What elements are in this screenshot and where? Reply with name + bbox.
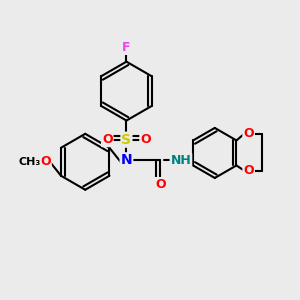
Text: O: O xyxy=(155,178,166,191)
Text: O: O xyxy=(243,164,254,177)
Text: N: N xyxy=(121,153,132,167)
Text: O: O xyxy=(102,133,112,146)
Text: O: O xyxy=(40,155,51,168)
Text: O: O xyxy=(243,127,254,140)
Text: CH₃: CH₃ xyxy=(18,157,40,167)
Text: S: S xyxy=(122,133,131,147)
Text: O: O xyxy=(140,133,151,146)
Text: F: F xyxy=(122,41,131,54)
Text: NH: NH xyxy=(170,154,191,167)
